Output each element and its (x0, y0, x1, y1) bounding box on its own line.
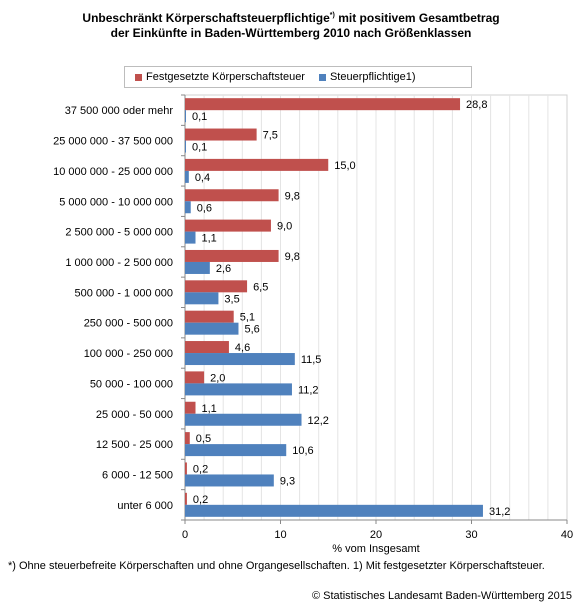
bar-taxpayers (185, 444, 287, 457)
data-label-taxpayers: 31,2 (489, 506, 510, 518)
bar-taxpayers (185, 383, 292, 396)
title-line-1: Unbeschränkt Körperschaftsteuerpflichtig… (82, 11, 330, 25)
category-label: 50 000 - 100 000 (90, 378, 173, 390)
bar-taxpayers (185, 413, 302, 426)
category-label: 100 000 - 250 000 (84, 348, 173, 360)
category-label: 2 500 000 - 5 000 000 (65, 227, 173, 239)
bar-taxpayers (185, 170, 189, 183)
data-label-taxpayers: 0,6 (197, 202, 212, 214)
bar-tax (185, 98, 461, 111)
bar-taxpayers (185, 353, 295, 366)
data-label-tax: 1,1 (202, 403, 217, 415)
data-label-taxpayers: 2,6 (216, 263, 231, 275)
category-label: 1 000 000 - 2 500 000 (65, 257, 173, 269)
title-footnote-mark: *) (329, 12, 335, 19)
category-label: 25 000 000 - 37 500 000 (53, 136, 173, 148)
bar-taxpayers (185, 231, 196, 244)
legend-swatch-blue (318, 73, 326, 81)
bar-taxpayers (185, 201, 191, 214)
title-line-1-rest: mit positivem Gesamtbetrag (334, 11, 500, 25)
bar-tax (185, 158, 329, 171)
data-label-taxpayers: 11,2 (298, 384, 319, 396)
data-label-tax: 0,5 (196, 433, 211, 445)
data-label-taxpayers: 0,1 (192, 142, 207, 154)
x-tick-label: 20 (370, 529, 382, 541)
category-label: 25 000 - 50 000 (96, 409, 173, 421)
data-label-tax: 2,0 (210, 372, 225, 384)
bar-tax (185, 341, 229, 354)
data-label-tax: 0,2 (193, 463, 208, 475)
bar-tax (185, 462, 187, 475)
category-label: 250 000 - 500 000 (84, 318, 173, 330)
chart-title: Unbeschränkt Körperschaftsteuerpflichtig… (0, 8, 582, 41)
bar-taxpayers (185, 261, 210, 274)
data-label-tax: 9,0 (277, 221, 292, 233)
x-axis-label: % vom Insgesamt (332, 543, 419, 555)
x-tick-label: 40 (561, 529, 573, 541)
category-label: 5 000 000 - 10 000 000 (59, 196, 173, 208)
data-label-tax: 4,6 (235, 342, 250, 354)
title-line-2: der Einkünfte in Baden-Württemberg 2010 … (110, 26, 472, 40)
bar-tax (185, 280, 248, 293)
bar-taxpayers (185, 474, 274, 487)
data-label-tax: 9,8 (285, 251, 300, 263)
data-label-taxpayers: 3,5 (224, 293, 239, 305)
bar-taxpayers (185, 140, 186, 153)
category-label: 12 500 - 25 000 (96, 439, 173, 451)
legend-item-blue: Steuerpflichtige1) (318, 71, 416, 83)
category-label: 6 000 - 12 500 (102, 469, 173, 481)
bar-tax (185, 371, 205, 384)
bar-tax (185, 219, 271, 232)
data-label-tax: 15,0 (334, 160, 355, 172)
category-label: 10 000 000 - 25 000 000 (53, 166, 173, 178)
category-label: unter 6 000 (117, 500, 173, 512)
bar-tax (185, 492, 187, 505)
bar-tax (185, 432, 190, 445)
bar-tax (185, 401, 196, 414)
data-label-taxpayers: 12,2 (308, 415, 329, 427)
legend-label-blue: Steuerpflichtige1) (329, 71, 416, 83)
bar-tax (185, 310, 234, 323)
data-label-taxpayers: 0,1 (192, 111, 207, 123)
bar-taxpayers (185, 322, 239, 335)
chart-legend: Festgesetzte Körperschaftsteuer Steuerpf… (124, 66, 472, 88)
legend-item-red: Festgesetzte Körperschaftsteuer (135, 71, 305, 83)
data-label-taxpayers: 5,6 (244, 324, 259, 336)
data-label-tax: 28,8 (466, 99, 487, 111)
x-tick-label: 30 (465, 529, 477, 541)
data-label-taxpayers: 1,1 (202, 233, 217, 245)
data-label-taxpayers: 11,5 (301, 354, 322, 366)
category-label: 500 000 - 1 000 000 (75, 287, 173, 299)
data-label-tax: 6,5 (253, 281, 268, 293)
legend-label-red: Festgesetzte Körperschaftsteuer (146, 71, 305, 83)
bar-tax (185, 249, 279, 262)
bar-tax (185, 128, 257, 141)
legend-swatch-red (135, 73, 142, 81)
bar-taxpayers (185, 292, 219, 305)
footnote: *) Ohne steuerbefreite Körperschaften un… (8, 560, 545, 572)
data-label-tax: 7,5 (263, 130, 278, 142)
data-label-tax: 9,8 (285, 190, 300, 202)
data-label-tax: 0,2 (193, 494, 208, 506)
x-tick-label: 10 (274, 529, 286, 541)
data-label-taxpayers: 9,3 (280, 475, 295, 487)
bar-taxpayers (185, 110, 186, 123)
bar-taxpayers (185, 504, 483, 517)
bar-tax (185, 189, 279, 202)
category-label: 37 500 000 oder mehr (65, 105, 174, 117)
x-tick-label: 0 (182, 529, 188, 541)
copyright: © Statistisches Landesamt Baden-Württemb… (311, 590, 572, 602)
data-label-tax: 5,1 (240, 312, 255, 324)
data-label-taxpayers: 0,4 (195, 172, 210, 184)
data-label-taxpayers: 10,6 (292, 445, 313, 457)
